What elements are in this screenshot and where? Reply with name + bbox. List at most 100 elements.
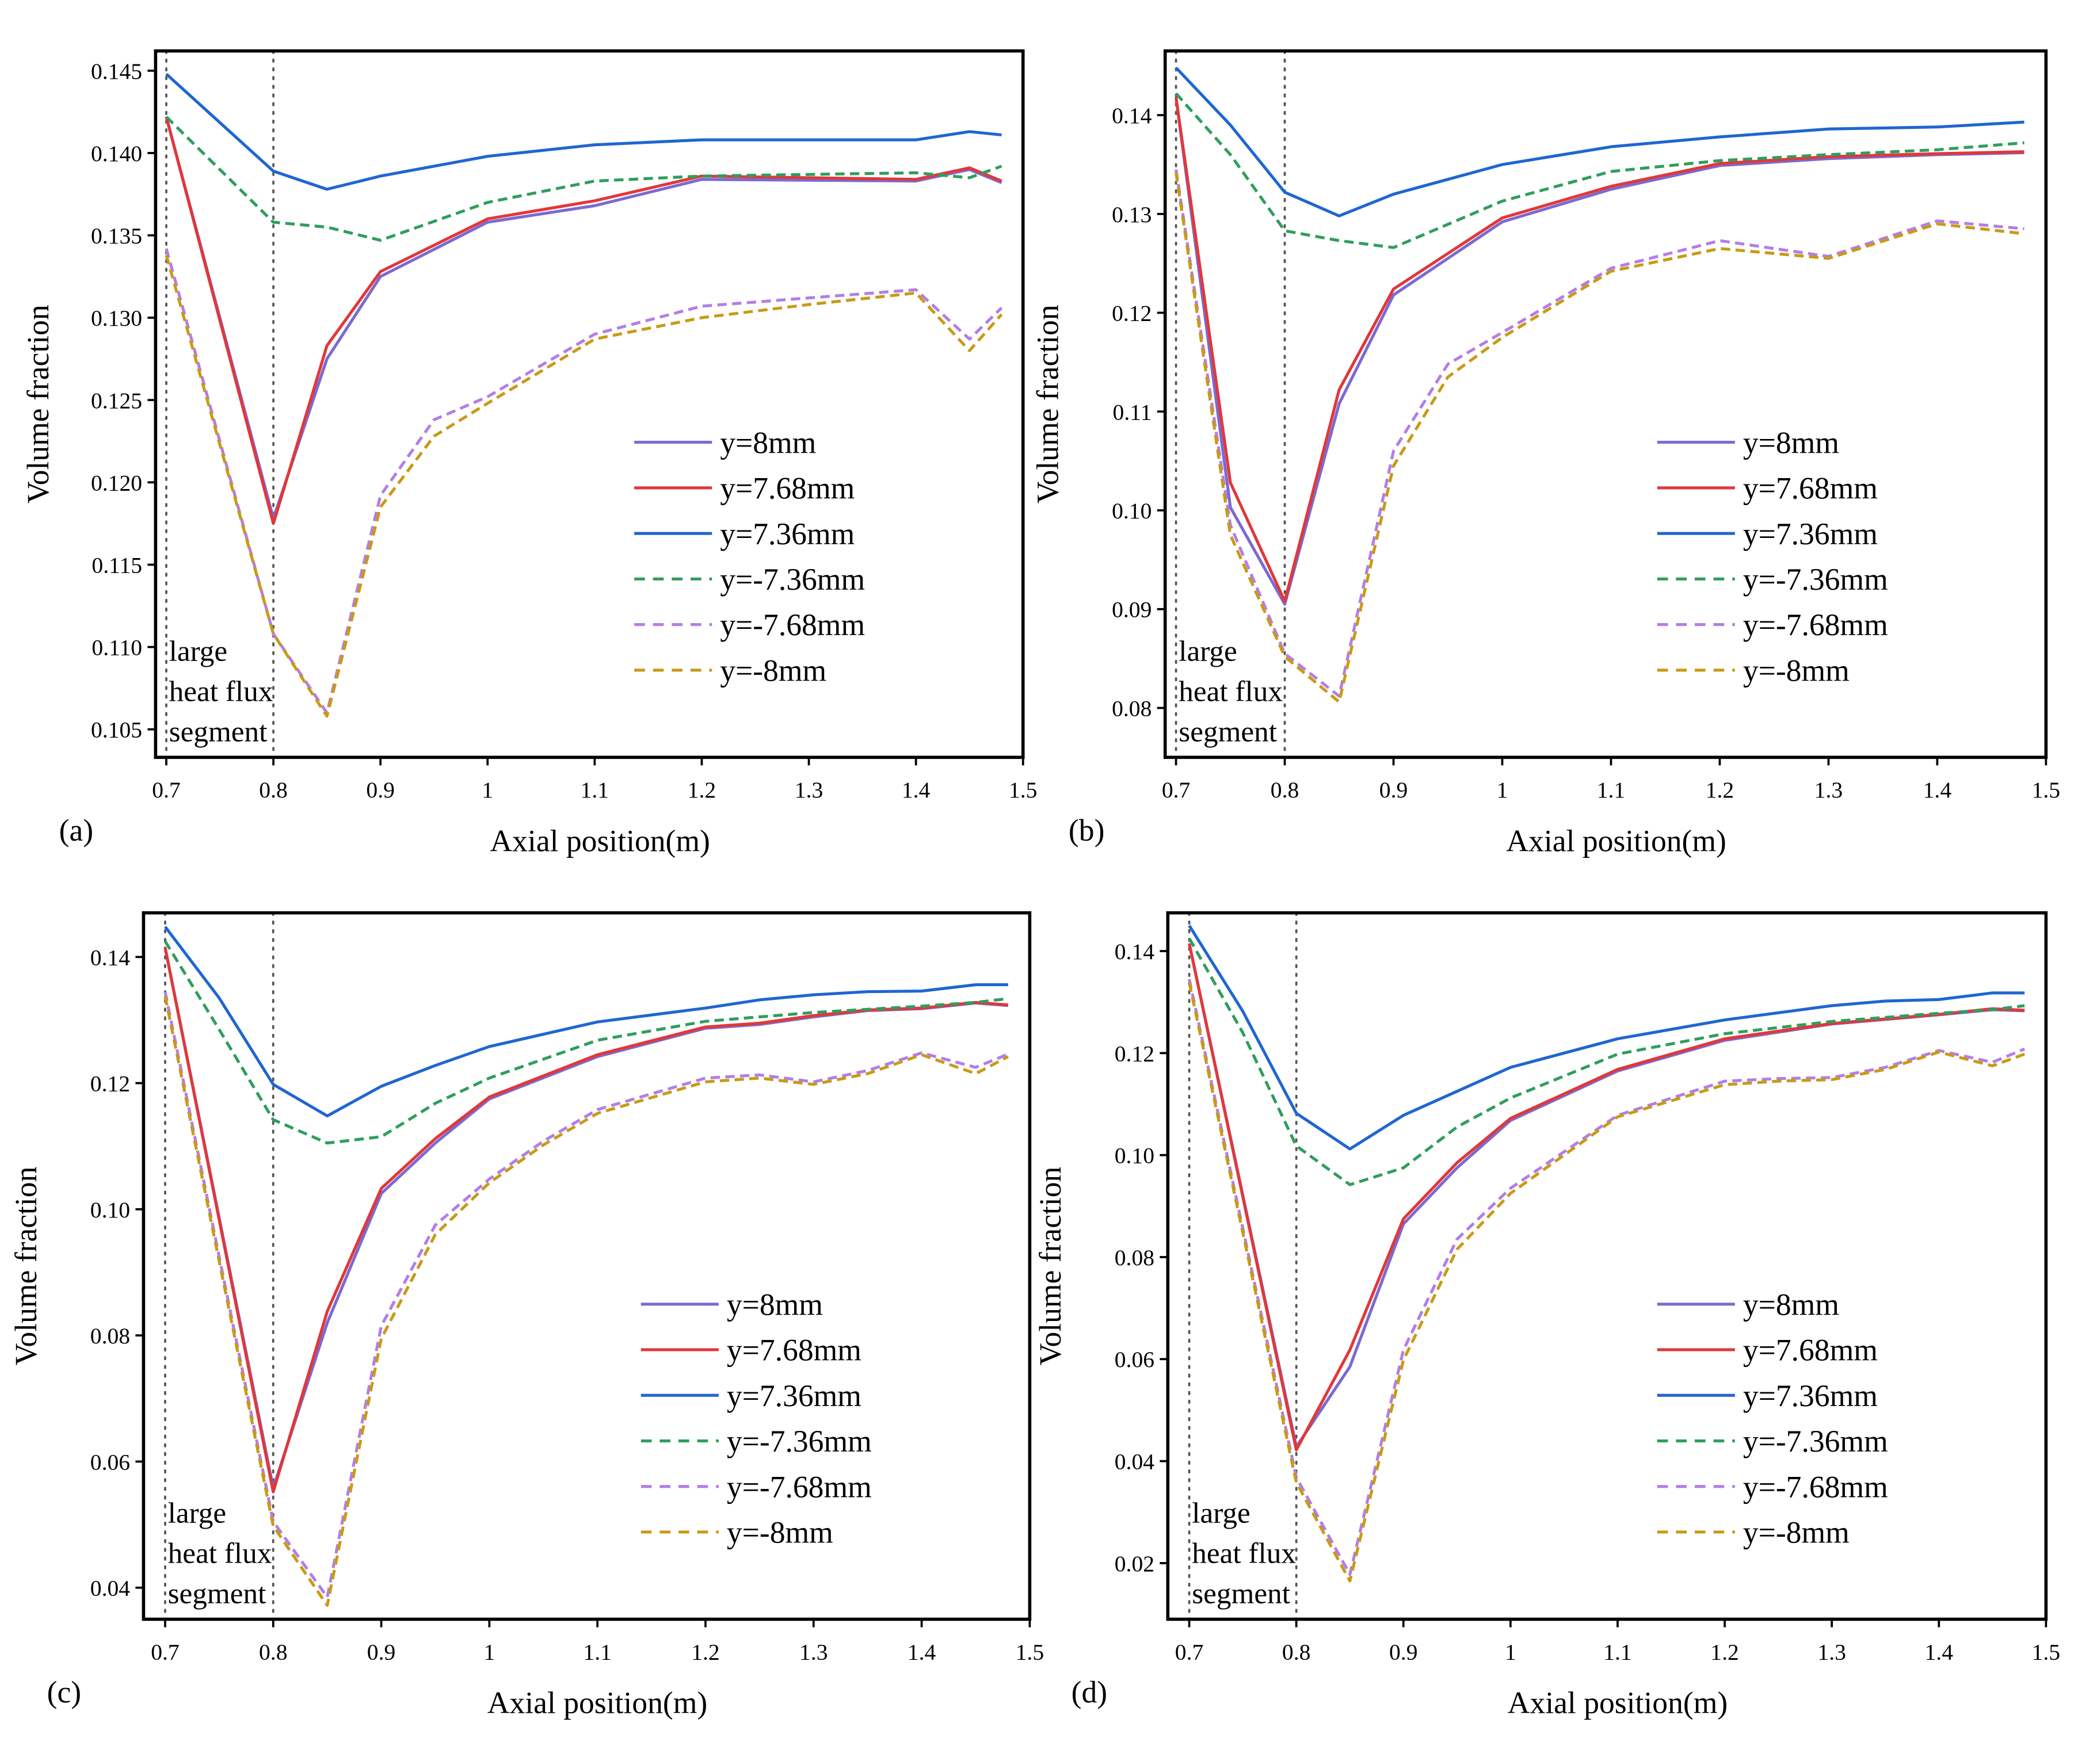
legend-label: y=-7.36mm xyxy=(720,562,865,597)
x-axis-label: Axial position(m) xyxy=(490,823,710,858)
x-tick-label: 1.4 xyxy=(902,777,931,803)
x-tick-label: 1 xyxy=(1497,777,1508,803)
x-tick-label: 1.3 xyxy=(799,1639,828,1664)
chart-panel-b: 0.7 0.8 0.9 1 1.1 1.2 1.3 1.4 1.5 0.08 0.09 0.10 0.1… xyxy=(1030,49,2061,858)
x-tick-label: 0.9 xyxy=(1389,1639,1418,1664)
y-axis-label: Volume fraction xyxy=(1033,1167,1067,1366)
y-tick-label: 0.12 xyxy=(1115,1041,1154,1066)
y-tick-label: 0.04 xyxy=(90,1576,130,1601)
x-tick-label: 1.3 xyxy=(1814,777,1843,803)
x-tick-label: 1.3 xyxy=(795,777,823,803)
x-tick-label: 1.4 xyxy=(908,1639,936,1664)
series-line-y7_36mm xyxy=(1175,66,2024,217)
chart-panel-c: 0.7 0.8 0.9 1 1.1 1.2 1.3 1.4 1.5 0.04 0.06 0.08 0.1… xyxy=(9,911,1044,1720)
x-tick-label: 1.1 xyxy=(581,777,609,803)
x-tick-label: 0.7 xyxy=(152,777,181,803)
annotation-text: large xyxy=(169,635,228,668)
legend-label: y=-8mm xyxy=(1743,653,1850,688)
series-line-y-7_68mm xyxy=(1175,169,2024,698)
y-tick-label: 0.08 xyxy=(1112,696,1152,721)
x-tick-label: 1 xyxy=(483,1639,495,1664)
y-tick-label: 0.120 xyxy=(91,470,142,495)
legend: y=8mm y=7.68mm y=7.36mm y=-7.36mm y=-7.68mm y… xyxy=(1657,1287,1888,1549)
series-line-y-7_36mm xyxy=(1175,92,2024,249)
y-tick-label: 0.14 xyxy=(1115,939,1154,964)
series-group xyxy=(165,72,1003,718)
annotation-text: large xyxy=(168,1497,227,1530)
x-tick-label: 0.9 xyxy=(1379,777,1408,803)
x-tick-label: 1.1 xyxy=(1597,777,1626,803)
legend-label: y=-7.68mm xyxy=(1743,608,1888,642)
series-line-y7_68mm xyxy=(165,116,1002,525)
y-axis-label: Volume fraction xyxy=(1030,305,1065,504)
series-group xyxy=(1175,66,2024,704)
plot-frame xyxy=(1166,911,2048,1621)
x-tick-label: 1 xyxy=(1505,1639,1516,1664)
x-tick-label: 1.2 xyxy=(688,777,716,803)
x-tick-label: 1 xyxy=(482,777,493,803)
x-axis-label: Axial position(m) xyxy=(487,1685,707,1720)
series-line-y-8mm xyxy=(165,254,1003,718)
y-tick-label: 0.125 xyxy=(91,388,142,413)
series-line-y7_36mm xyxy=(1188,925,2025,1151)
y-tick-label: 0.11 xyxy=(1113,399,1152,425)
series-line-y-7_68mm xyxy=(163,991,1009,1599)
legend-label: y=7.36mm xyxy=(1743,517,1878,551)
plot-frame xyxy=(154,49,1025,759)
legend-label: y=8mm xyxy=(1743,425,1839,460)
x-tick-label: 1.2 xyxy=(1710,1639,1739,1664)
y-tick-label: 0.06 xyxy=(90,1449,130,1475)
y-tick-label: 0.140 xyxy=(91,141,142,166)
y-tick-label: 0.13 xyxy=(1112,202,1152,227)
legend-label: y=-7.36mm xyxy=(1743,1424,1888,1458)
series-group xyxy=(1188,925,2026,1583)
legend: y=8mm y=7.68mm y=7.36mm y=-7.36mm y=-7.68mm y… xyxy=(634,425,865,688)
x-tick-label: 0.7 xyxy=(151,1639,180,1664)
legend-label: y=8mm xyxy=(727,1287,823,1322)
x-tick-label: 0.8 xyxy=(1271,777,1299,803)
plot-frame xyxy=(142,911,1032,1621)
panel-label: (b) xyxy=(1069,813,1104,847)
x-tick-label: 0.8 xyxy=(1282,1639,1311,1664)
annotation-text: segment xyxy=(1192,1577,1290,1610)
x-tick-label: 1.5 xyxy=(1016,1639,1044,1664)
x-tick-label: 1.1 xyxy=(1603,1639,1632,1664)
x-tick-label: 1.5 xyxy=(2032,777,2061,803)
legend-label: y=7.36mm xyxy=(720,517,855,551)
annotation-text: large xyxy=(1192,1497,1250,1530)
legend-label: y=8mm xyxy=(1743,1287,1839,1322)
series-line-y7_36mm xyxy=(163,926,1008,1118)
y-tick-label: 0.14 xyxy=(1112,103,1152,128)
legend-label: y=7.36mm xyxy=(1743,1379,1878,1413)
x-tick-label: 1.4 xyxy=(1925,1639,1954,1664)
x-tick-label: 1.3 xyxy=(1817,1639,1846,1664)
panel-label: (c) xyxy=(47,1675,81,1709)
x-tick-label: 0.9 xyxy=(367,1639,396,1664)
legend-label: y=-7.68mm xyxy=(1743,1469,1888,1504)
y-tick-label: 0.04 xyxy=(1115,1449,1154,1475)
y-tick-label: 0.12 xyxy=(1112,301,1152,326)
y-tick-label: 0.14 xyxy=(90,945,130,970)
y-tick-label: 0.10 xyxy=(1115,1143,1154,1169)
legend-label: y=7.36mm xyxy=(727,1379,861,1413)
x-tick-label: 1.4 xyxy=(1923,777,1952,803)
x-axis-label: Axial position(m) xyxy=(1506,823,1726,858)
legend-label: y=-7.36mm xyxy=(1743,562,1888,597)
panel-label: (d) xyxy=(1072,1675,1107,1709)
y-axis-label: Volume fraction xyxy=(9,1167,43,1366)
series-line-y-8mm xyxy=(163,995,1009,1607)
series-line-y8mm xyxy=(1175,97,2024,606)
annotation-text: segment xyxy=(1179,715,1277,748)
y-tick-label: 0.130 xyxy=(91,306,142,331)
y-tick-label: 0.10 xyxy=(90,1197,130,1223)
x-tick-label: 0.8 xyxy=(259,777,288,803)
legend-label: y=-7.68mm xyxy=(727,1469,872,1504)
y-tick-label: 0.110 xyxy=(91,635,142,660)
annotation-text: heat flux xyxy=(168,1537,272,1570)
y-tick-label: 0.08 xyxy=(90,1323,130,1349)
y-tick-label: 0.115 xyxy=(91,552,142,578)
y-tick-label: 0.135 xyxy=(91,223,142,249)
series-line-y-7_36mm xyxy=(163,940,1009,1145)
